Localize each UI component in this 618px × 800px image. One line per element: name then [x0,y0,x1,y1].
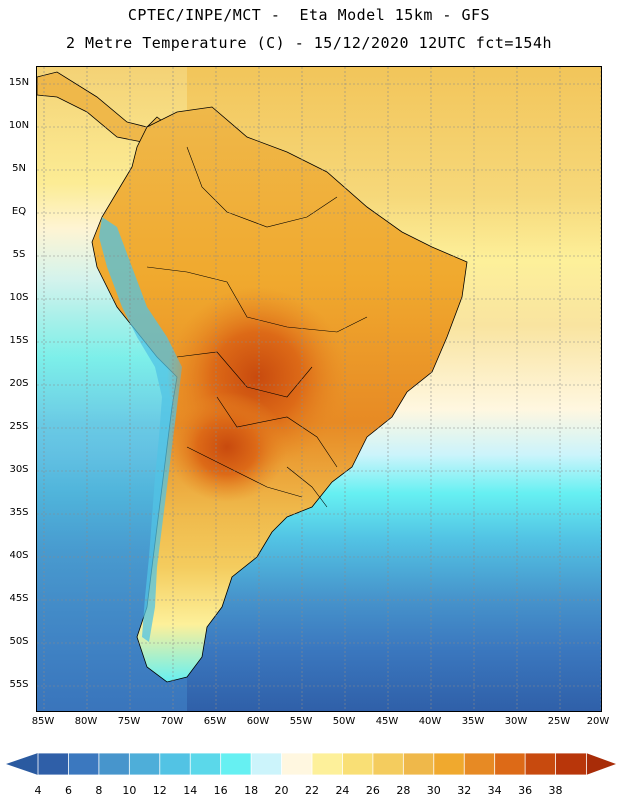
lat-label-40s: 40S [9,550,29,561]
temperature-field [37,67,601,711]
colorbar-swatch [189,752,222,776]
lon-label-35w: 35W [461,716,485,727]
lat-label-10s: 10S [9,292,29,303]
lat-label-10n: 10N [8,120,30,131]
colorbar-swatch [220,752,253,776]
lat-label-30s: 30S [9,464,29,475]
map-title-line1: CPTEC/INPE/MCT - Eta Model 15km - GFS [127,6,491,24]
colorbar-swatch [342,752,374,776]
colorbar-tick-label: 24 [335,784,349,797]
colorbar-tick-label: 4 [35,784,42,797]
lon-label-20w: 20W [586,716,610,727]
lat-label-5n: 5N [12,163,26,174]
colorbar-swatch [524,752,557,776]
colorbar-swatch [372,752,405,776]
lat-label-5s: 5S [12,249,26,260]
lat-label-eq: EQ [11,206,27,217]
colorbar-swatch [68,752,100,776]
colorbar-tick-label: 18 [244,784,258,797]
colorbar-tick-label: 36 [518,784,532,797]
colorbar-tick-label: 6 [65,784,72,797]
colorbar-tick-label: 20 [275,784,289,797]
colorbar-swatch [494,752,527,776]
colorbar-high-arrow [586,753,616,775]
lon-label-85w: 85W [31,716,55,727]
lat-label-15n: 15N [8,77,30,88]
lon-label-45w: 45W [375,716,399,727]
colorbar-tick-label: 28 [396,784,410,797]
lon-label-40w: 40W [418,716,442,727]
lon-label-80w: 80W [74,716,98,727]
colorbar-swatch [433,752,466,776]
lon-label-70w: 70W [160,716,184,727]
lon-label-55w: 55W [289,716,313,727]
colorbar-tick-label: 8 [95,784,102,797]
lat-label-35s: 35S [9,507,29,518]
colorbar-swatch [281,752,313,776]
lat-label-15s: 15S [9,335,29,346]
lon-label-30w: 30W [504,716,528,727]
lon-label-75w: 75W [117,716,141,727]
colorbar-swatch [98,752,131,776]
colorbar-swatch [463,752,496,776]
colorbar-tick-label: 38 [549,784,563,797]
colorbar-tick-label: 22 [305,784,319,797]
lat-label-25s: 25S [9,421,29,432]
colorbar-tick-label: 14 [183,784,197,797]
lon-label-50w: 50W [332,716,356,727]
lon-label-25w: 25W [547,716,571,727]
lat-label-50s: 50S [9,636,29,647]
colorbar-swatch [311,752,344,776]
temperature-map [36,66,602,712]
colorbar-tick-label: 34 [488,784,502,797]
colorbar-swatch [402,752,435,776]
colorbar-swatch [555,752,587,776]
colorbar-low-arrow [6,753,38,775]
lon-label-65w: 65W [203,716,227,727]
colorbar-tick-label: 32 [457,784,471,797]
map-title-line2: 2 Metre Temperature (C) - 15/12/2020 12U… [65,34,553,52]
colorbar-tick-label: 12 [153,784,167,797]
colorbar-tick-label: 30 [427,784,441,797]
lat-label-20s: 20S [9,378,29,389]
lat-label-45s: 45S [9,593,29,604]
colorbar-tick-label: 16 [214,784,228,797]
colorbar-swatch [159,752,192,776]
lon-label-60w: 60W [246,716,270,727]
colorbar-swatch [250,752,283,776]
colorbar-swatch [128,752,161,776]
temperature-colorbar: 4 6 8 10 12 14 16 18 20 22 24 26 28 30 32 34 36 38 [6,752,616,797]
colorbar-swatch [37,752,70,776]
colorbar-tick-label: 10 [122,784,136,797]
colorbar-tick-label: 26 [366,784,380,797]
lat-label-55s: 55S [9,679,29,690]
